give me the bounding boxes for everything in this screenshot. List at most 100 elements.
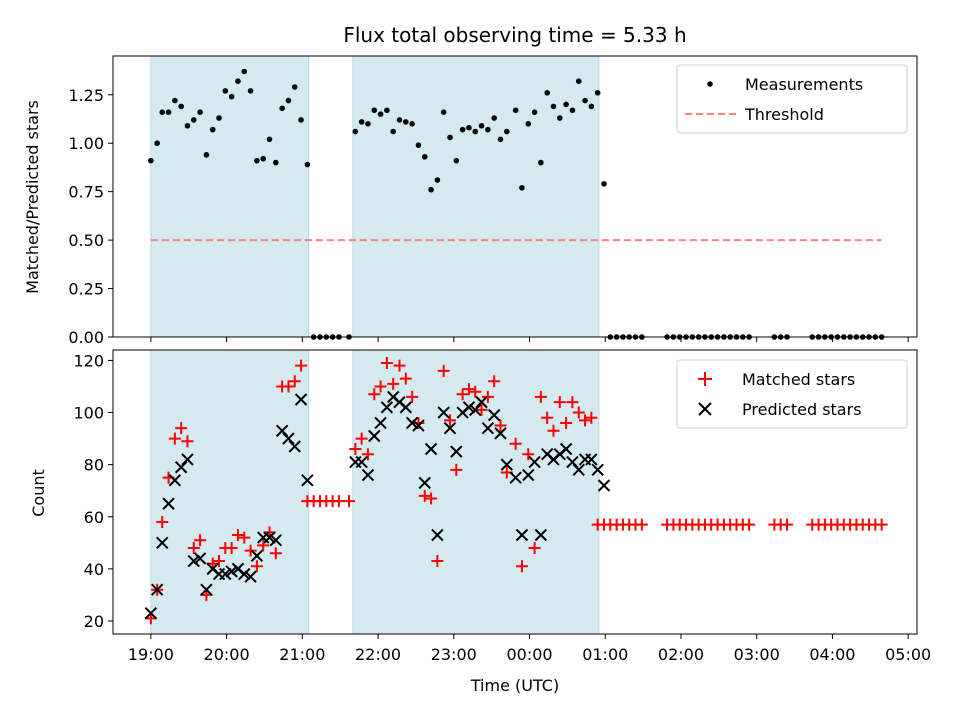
measurement-point (172, 97, 178, 104)
measurement-point (254, 157, 260, 164)
matched-stars-point (288, 375, 301, 388)
predicted-stars-point (368, 429, 381, 443)
measurement-point (247, 88, 254, 94)
matched-stars-point (349, 443, 362, 456)
predicted-stars-point (355, 455, 368, 469)
matched-stars-point (481, 390, 494, 403)
matched-stars-point (257, 539, 270, 552)
measurement-point (415, 142, 422, 148)
measurement-point (421, 153, 428, 160)
matched-stars-point (213, 555, 226, 568)
bottom-y-axis-label: Count (29, 469, 48, 517)
y-tick-label: 0.00 (68, 328, 104, 347)
measurement-point (298, 117, 304, 123)
matched-stars-point (780, 518, 793, 531)
shaded-region-1 (150, 349, 310, 635)
matched-stars-point (515, 560, 528, 573)
matched-stars-point (418, 489, 431, 502)
legend-measurements-marker (707, 81, 713, 87)
y-tick-label: 0.25 (68, 280, 104, 299)
y-tick-label: 40 (84, 560, 104, 579)
measurement-point (384, 107, 390, 114)
matched-stars-point (368, 388, 381, 401)
predicted-stars-point (294, 393, 308, 406)
y-tick-label: 1.00 (68, 134, 104, 153)
matched-stars-point (462, 383, 475, 396)
legend-predicted-marker (698, 402, 712, 416)
matched-stars-point (399, 372, 412, 385)
predicted-stars-point (431, 528, 444, 542)
y-tick-label: 120 (73, 351, 104, 370)
predicted-stars-point (174, 461, 188, 474)
matched-stars-point (282, 380, 295, 393)
matched-stars-point (393, 359, 406, 372)
matched-stars-point (244, 544, 257, 557)
measurement-point (365, 121, 371, 127)
matched-stars-point (488, 375, 501, 388)
predicted-stars-point (187, 554, 200, 568)
y-tick-label: 60 (84, 508, 104, 527)
matched-stars-point (534, 390, 547, 403)
measurement-point (358, 119, 365, 125)
predicted-stars-point (181, 453, 194, 466)
measurement-point (291, 84, 298, 90)
predicted-stars-point (443, 421, 457, 435)
measurement-point (525, 121, 532, 127)
predicted-stars-point (301, 474, 314, 487)
y-tick-label: 1.25 (68, 86, 104, 105)
predicted-stars-point (380, 401, 394, 414)
legend-predicted-label: Predicted stars (742, 400, 862, 419)
predicted-stars-point (269, 533, 283, 547)
matched-stars-point (387, 377, 400, 390)
bottom-axis-ticks: 20 40 60 80 100 120 19:00 20:00 21:00 22:00 23:00 0… (73, 351, 931, 664)
predicted-stars-point (469, 403, 482, 417)
predicted-stars-point (144, 606, 158, 620)
matched-stars-point (181, 435, 194, 448)
matched-stars-point (875, 518, 888, 531)
predicted-stars-point (244, 570, 257, 583)
measurement-point (531, 109, 538, 115)
matched-stars-point (374, 380, 387, 393)
matched-stars-point (547, 424, 560, 437)
matched-stars-point (635, 518, 648, 531)
predicted-stars-point (412, 419, 425, 432)
predicted-stars-point (585, 453, 598, 466)
matched-stars-point (269, 547, 282, 560)
measurement-point (209, 126, 216, 133)
measurement-point (575, 78, 582, 84)
predicted-stars-point (566, 455, 579, 469)
measurement-point (222, 88, 229, 94)
measurement-point (428, 186, 434, 193)
bottom-plot-marks (144, 357, 888, 625)
predicted-stars-point (361, 468, 375, 482)
matched-stars-point (566, 396, 579, 409)
matched-stars-point (469, 385, 482, 398)
predicted-stars-point (263, 531, 276, 544)
measurement-point (260, 155, 266, 162)
measurement-point (409, 121, 415, 127)
matched-stars-point (225, 542, 238, 555)
legend-matched-label: Matched stars (742, 370, 855, 389)
predicted-stars-point (450, 445, 463, 458)
measurement-point (478, 122, 485, 129)
predicted-stars-point (494, 427, 507, 440)
matched-stars-point (494, 419, 507, 432)
predicted-stars-point (462, 401, 476, 414)
measurement-point (466, 124, 472, 131)
measurement-point (165, 109, 172, 115)
matched-stars-point (250, 560, 263, 573)
matched-stars-point (175, 422, 188, 435)
matched-stars-point (194, 534, 207, 547)
predicted-stars-point (219, 567, 232, 581)
predicted-stars-point (572, 463, 585, 477)
predicted-stars-point (522, 468, 535, 482)
predicted-stars-point (238, 567, 251, 581)
matched-stars-point (509, 437, 522, 450)
top-axis-ticks: 0.00 0.25 0.50 0.75 1.00 1.25 (68, 86, 909, 347)
matched-stars-point (572, 406, 585, 419)
predicted-stars-point (374, 416, 387, 430)
x-tick-label: 02:00 (658, 645, 704, 664)
measurement-point (497, 136, 504, 143)
legend-threshold-label: Threshold (744, 105, 824, 124)
matched-stars-point (528, 542, 541, 555)
